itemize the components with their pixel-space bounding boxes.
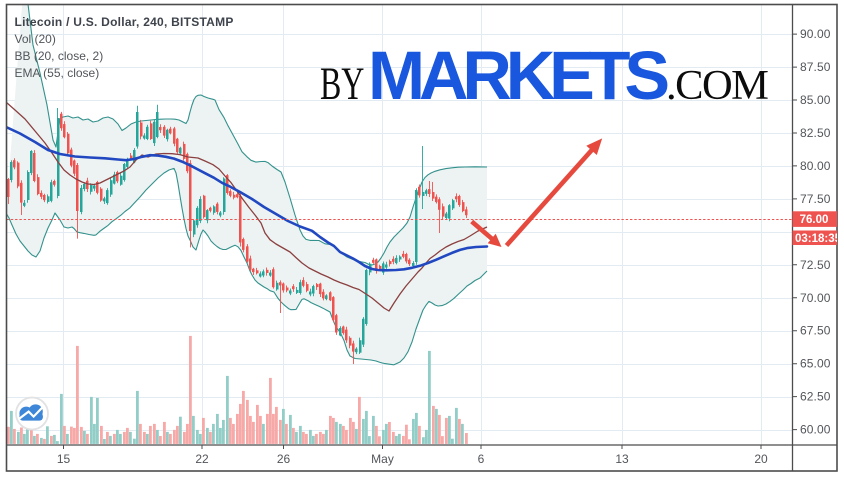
svg-text:77.50: 77.50 [800,192,831,206]
svg-text:22: 22 [195,452,209,466]
svg-text:70.00: 70.00 [800,291,831,305]
svg-text:Litecoin / U.S. Dollar, 240, B: Litecoin / U.S. Dollar, 240, BITSTAMP [15,15,234,29]
svg-text:80.00: 80.00 [800,159,831,173]
svg-text:82.50: 82.50 [800,126,831,140]
svg-text:76.00: 76.00 [800,214,829,226]
svg-text:60.00: 60.00 [800,423,831,437]
svg-text:15: 15 [57,452,71,466]
svg-text:EMA (55, close): EMA (55, close) [15,66,100,80]
svg-text:67.50: 67.50 [800,324,831,338]
svg-text:May: May [371,452,394,466]
svg-text:.COM: .COM [666,62,768,109]
svg-text:72.50: 72.50 [800,258,831,272]
svg-text:13: 13 [615,452,629,466]
svg-text:26: 26 [277,452,291,466]
svg-text:MARKETS: MARKETS [368,37,668,114]
svg-text:62.50: 62.50 [800,390,831,404]
svg-text:90.00: 90.00 [800,27,831,41]
svg-text:87.50: 87.50 [800,60,831,74]
svg-text:6: 6 [478,452,485,466]
svg-text:65.00: 65.00 [800,357,831,371]
svg-text:Vol (20): Vol (20) [15,32,56,46]
svg-text:03:18:35: 03:18:35 [795,233,842,245]
svg-text:85.00: 85.00 [800,93,831,107]
svg-text:20: 20 [754,452,768,466]
svg-text:BB (20, close, 2): BB (20, close, 2) [15,49,104,63]
svg-text:BY: BY [320,57,364,110]
